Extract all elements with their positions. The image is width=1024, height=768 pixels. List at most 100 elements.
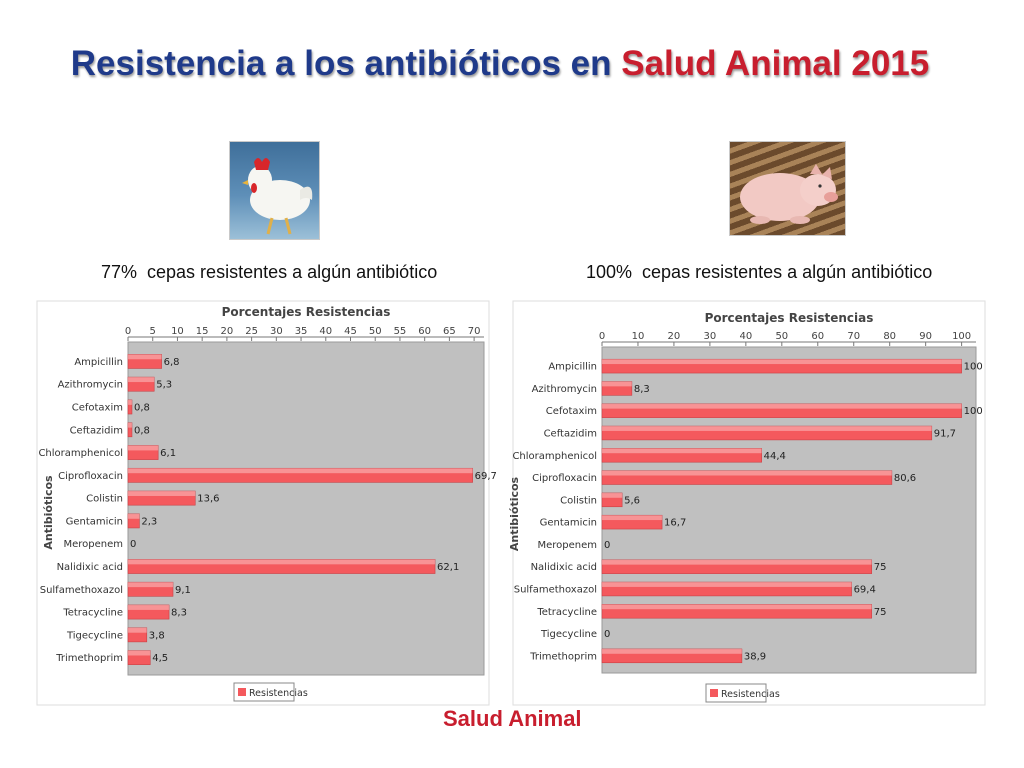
category-label: Ampicillin [548,362,597,373]
bar [601,648,743,664]
bar-highlight [602,604,872,610]
value-label: 91,7 [934,429,956,440]
slide-title: Resistencia a los antibióticos en Salud … [0,44,1000,84]
value-label: 8,3 [634,384,650,395]
category-label: Ciprofloxacin [532,473,597,484]
bar-highlight [128,445,159,451]
bar-highlight [602,492,623,498]
value-label: 13,6 [197,494,219,505]
title-main: Resistencia a los antibióticos en [70,44,622,83]
left-chart-caption: 77% cepas resistentes a algún antibiótic… [101,262,438,282]
bar [127,354,162,369]
category-label: Tetracycline [62,608,123,619]
value-label: 4,5 [152,653,168,664]
value-label: 75 [874,607,887,618]
category-label: Ampicillin [74,357,123,368]
category-label: Colistin [560,495,597,506]
value-label: 2,3 [141,516,157,527]
y-axis-label: Antibióticos [42,475,55,550]
x-tick-label: 45 [344,326,357,337]
y-axis-label: Antibióticos [508,476,521,551]
chart-1: Porcentajes Resistencias 0 10 20 30 40 50 60 70 8… [508,300,986,706]
x-tick-label: 30 [270,326,283,337]
bar-highlight [128,468,473,474]
bar [127,581,174,597]
category-label: Sulfamethoxazol [40,585,123,596]
x-tick-label: 100 [952,331,971,342]
value-label: 0,8 [134,425,150,436]
bar-highlight [128,559,436,565]
x-tick-label: 40 [319,326,332,337]
bar-highlight [128,399,132,405]
category-label: Tigecycline [66,630,123,641]
bar-highlight [128,491,196,496]
value-label: 0 [604,629,610,640]
x-tick-label: 35 [295,326,308,337]
pig-photo [729,141,846,236]
bar [127,513,140,529]
value-label: 0 [130,539,136,550]
bar [127,467,473,483]
x-tick-label: 40 [739,331,752,342]
chart-title: Porcentajes Resistencias [705,311,874,325]
category-label: Gentamicin [540,518,597,529]
value-label: 8,3 [171,608,187,619]
x-tick-label: 25 [245,326,258,337]
x-tick-label: 60 [811,331,824,342]
bar [601,381,633,396]
value-label: 5,3 [156,380,172,391]
bar [601,448,762,463]
bar-highlight [602,582,852,587]
legend-box [705,683,767,703]
value-label: 69,7 [475,471,497,482]
x-tick-label: 30 [704,331,717,342]
bar [601,514,663,530]
bar [127,399,133,415]
bar [127,445,159,460]
bar [127,650,151,665]
x-tick-label: 0 [599,331,605,342]
value-label: 38,9 [744,651,766,662]
value-label: 80,6 [894,473,916,484]
value-label: 16,7 [664,518,686,529]
value-label: 0,8 [134,402,150,413]
value-label: 44,4 [764,451,786,462]
bar [601,492,623,508]
category-label: Gentamicin [66,516,123,527]
category-label: Cefotaxim [546,406,597,417]
bar-highlight [602,381,632,387]
value-label: 69,4 [854,585,876,596]
category-label: Nalidixic acid [57,562,123,573]
category-label: Cefotaxim [72,402,123,413]
bar-highlight [602,648,742,654]
value-label: 0 [604,540,610,551]
value-label: 6,8 [164,357,180,368]
bar-highlight [602,426,932,431]
bar [601,470,893,485]
category-label: Chloramphenicol [512,451,597,462]
value-label: 5,6 [624,495,640,506]
legend-label: Resistencias [721,689,780,700]
chicken-photo [229,141,320,240]
bar [601,403,962,418]
right-chart-caption: 100% cepas resistentes a algún antibióti… [586,262,933,282]
bar-highlight [602,403,962,409]
chicken-illustration [242,158,313,235]
bar [127,627,148,643]
bar [127,376,155,392]
category-label: Tigecycline [540,629,597,640]
value-label: 100 [964,362,983,373]
bar-highlight [602,359,962,365]
value-label: 62,1 [437,562,459,573]
bar [601,559,873,574]
x-tick-label: 10 [632,331,645,342]
value-label: 9,1 [175,585,191,596]
category-label: Ceftazidim [544,429,597,440]
category-label: Colistin [86,494,123,505]
bar-highlight [128,354,162,360]
category-label: Meropenem [63,539,123,550]
category-label: Trimethoprim [529,651,597,662]
x-tick-label: 65 [443,326,456,337]
x-tick-label: 90 [919,331,932,342]
value-label: 75 [874,562,887,573]
